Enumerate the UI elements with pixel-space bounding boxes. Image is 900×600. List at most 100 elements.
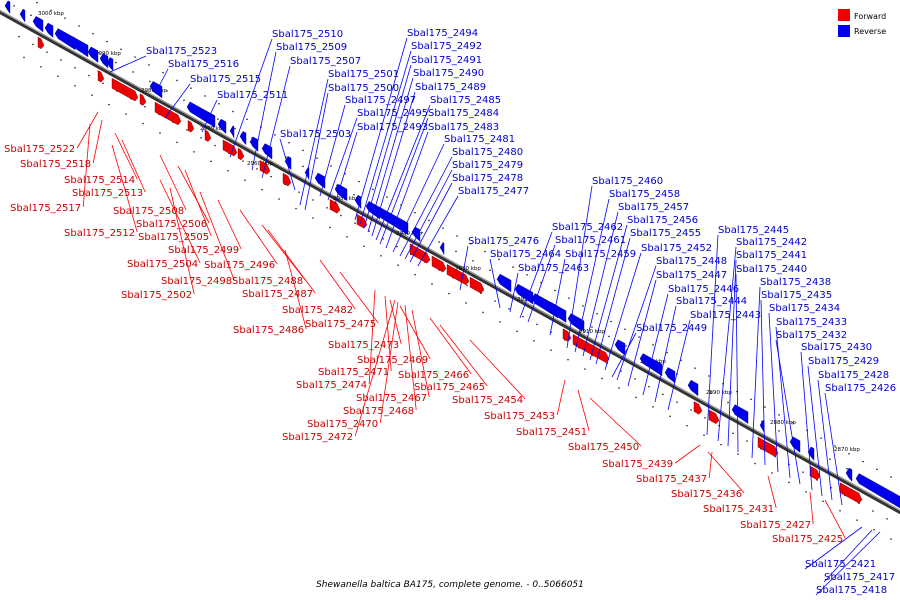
track-dot bbox=[32, 43, 34, 46]
reverse-gene-label: Sbal175_2432 bbox=[776, 330, 847, 341]
track-dot bbox=[18, 36, 20, 38]
forward-leader-line bbox=[239, 209, 278, 265]
track-dot bbox=[802, 471, 804, 473]
track-dot bbox=[438, 241, 440, 243]
reverse-gene-label: Sbal175_2455 bbox=[630, 228, 701, 239]
track-dot bbox=[134, 56, 136, 58]
reverse-gene-label: Sbal175_2507 bbox=[290, 56, 361, 67]
track-dot bbox=[372, 188, 374, 190]
reverse-gene-label: Sbal175_2449 bbox=[636, 323, 707, 334]
reverse-gene-glyph bbox=[439, 242, 445, 255]
forward-gene-label: Sbal175_2431 bbox=[703, 504, 774, 515]
reverse-leader-line bbox=[549, 258, 566, 336]
track-dot bbox=[354, 222, 356, 224]
forward-gene-label: Sbal175_2502 bbox=[121, 290, 192, 301]
track-dot bbox=[244, 179, 246, 181]
reverse-gene-glyph bbox=[32, 16, 44, 33]
track-dot bbox=[666, 352, 668, 354]
forward-gene-glyph bbox=[97, 70, 105, 83]
forward-gene-label: Sbal175_2506 bbox=[136, 219, 207, 230]
track-dot bbox=[584, 368, 586, 370]
reverse-leader-line bbox=[359, 50, 412, 225]
reverse-leader-line bbox=[735, 273, 739, 453]
track-dot bbox=[57, 75, 59, 77]
track-dot bbox=[720, 444, 722, 446]
reverse-gene-label: Sbal175_2483 bbox=[428, 122, 499, 133]
reverse-gene-glyph bbox=[664, 367, 676, 384]
track-dot bbox=[298, 191, 300, 193]
reverse-gene-label: Sbal175_2458 bbox=[609, 189, 680, 200]
forward-leader-line bbox=[411, 309, 430, 398]
reverse-leader-line bbox=[667, 319, 691, 411]
forward-leader-line bbox=[217, 199, 242, 250]
reverse-leader-line bbox=[304, 92, 329, 211]
forward-gene-label: Sbal175_2466 bbox=[398, 370, 469, 381]
track-dot bbox=[200, 137, 202, 139]
track-dot bbox=[60, 59, 62, 61]
reverse-gene-glyph bbox=[579, 319, 585, 333]
reverse-gene-label: Sbal175_2421 bbox=[805, 559, 876, 570]
reverse-gene-label: Sbal175_2461 bbox=[555, 235, 626, 246]
reverse-gene-label: Sbal175_2433 bbox=[776, 317, 847, 328]
track-dot bbox=[120, 48, 122, 50]
track-dot bbox=[336, 184, 338, 186]
forward-leader-line bbox=[354, 299, 396, 437]
forward-gene-label: Sbal175_2450 bbox=[568, 442, 639, 453]
track-dot bbox=[890, 538, 892, 540]
track-dot bbox=[218, 103, 220, 105]
track-dot bbox=[132, 71, 134, 73]
reverse-gene-label: Sbal175_2440 bbox=[736, 264, 807, 275]
track-dot bbox=[74, 67, 76, 69]
forward-gene-label: Sbal175_2482 bbox=[282, 305, 353, 316]
track-dot bbox=[368, 230, 370, 232]
reverse-gene-label: Sbal175_2479 bbox=[452, 160, 523, 171]
reverse-gene-label: Sbal175_2477 bbox=[458, 186, 529, 197]
reverse-gene-glyph bbox=[314, 172, 326, 189]
track-dot bbox=[620, 370, 622, 372]
track-dot bbox=[91, 94, 93, 96]
track-dot bbox=[204, 95, 206, 97]
track-dot bbox=[448, 292, 450, 295]
forward-leader-line bbox=[674, 444, 701, 464]
reverse-gene-glyph bbox=[186, 101, 216, 128]
track-dot bbox=[302, 165, 304, 168]
reverse-leader-line bbox=[334, 131, 358, 205]
reverse-gene-label: Sbal175_2495 bbox=[357, 108, 428, 119]
reverse-gene-label: Sbal175_2478 bbox=[452, 173, 523, 184]
track-dot bbox=[536, 323, 538, 326]
forward-gene-label: Sbal175_2427 bbox=[740, 520, 811, 531]
reverse-gene-label: Sbal175_2430 bbox=[801, 342, 872, 353]
forward-gene-glyph bbox=[111, 77, 139, 102]
forward-gene-label: Sbal175_2453 bbox=[484, 411, 555, 422]
reverse-leader-line bbox=[385, 131, 429, 249]
track-dot bbox=[312, 199, 314, 201]
track-dot bbox=[703, 434, 705, 436]
forward-gene-label: Sbal175_2518 bbox=[20, 159, 91, 170]
ruler-label: 2910 kbp bbox=[579, 329, 605, 335]
track-dot bbox=[285, 156, 287, 158]
forward-gene-label: Sbal175_2469 bbox=[357, 355, 428, 366]
track-dot bbox=[106, 40, 108, 43]
track-dot bbox=[498, 258, 500, 260]
caption: Shewanella baltica BA175, complete genom… bbox=[316, 580, 584, 590]
track-dot bbox=[778, 430, 780, 432]
reverse-gene-label: Sbal175_2438 bbox=[760, 277, 831, 288]
forward-gene-label: Sbal175_2474 bbox=[296, 380, 367, 391]
gene-glyphs bbox=[4, 0, 900, 509]
forward-gene-glyph bbox=[139, 93, 147, 106]
track-dot bbox=[256, 168, 258, 170]
reverse-gene-label: Sbal175_2452 bbox=[641, 243, 712, 254]
reverse-leader-line bbox=[379, 117, 429, 245]
reverse-leader-line bbox=[800, 351, 813, 491]
forward-gene-glyph bbox=[409, 243, 431, 264]
ruler-label: 2930 kbp bbox=[455, 266, 481, 272]
track-dot bbox=[876, 468, 878, 470]
forward-leader-line bbox=[319, 259, 356, 310]
forward-leader-line bbox=[439, 324, 488, 387]
track-dot bbox=[704, 417, 706, 419]
reverse-gene-glyph bbox=[759, 419, 765, 433]
track-dot bbox=[148, 64, 150, 66]
track-dot bbox=[625, 345, 627, 347]
track-dot bbox=[108, 104, 110, 106]
reverse-gene-label: Sbal175_2441 bbox=[736, 250, 807, 261]
